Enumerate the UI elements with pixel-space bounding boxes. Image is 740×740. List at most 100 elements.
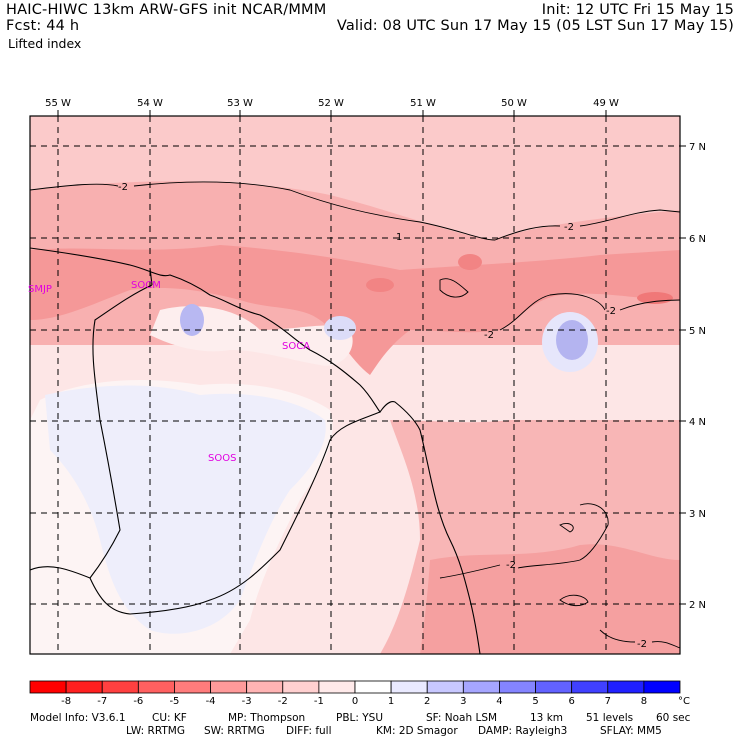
colorbar-swatch: [318, 680, 356, 694]
colorbar-tick-label: 7: [605, 696, 611, 707]
colorbar-swatch: [65, 680, 103, 694]
colorbar-swatch: [101, 680, 139, 694]
lon-label: 54 W: [137, 98, 163, 109]
colorbar-tick-label: 4: [496, 696, 502, 707]
station-socm: SOCM: [131, 280, 161, 291]
latitude-labels: 7 N 6 N 5 N 4 N 3 N 2 N: [689, 142, 706, 611]
colorbar-tick-label: 1: [388, 696, 394, 707]
colorbar-swatch: [390, 680, 428, 694]
colorbar-swatch: [499, 680, 536, 694]
contour-cell: [439, 278, 469, 298]
contour-label: -2: [606, 306, 616, 317]
lon-label: 49 W: [593, 98, 619, 109]
colorbar-swatch: [643, 680, 681, 694]
info-sflay: SFLAY: MM5: [600, 725, 662, 737]
info-pbl: PBL: YSU: [336, 712, 384, 724]
blue-spot-center: [324, 316, 356, 340]
colorbar-swatch: [607, 680, 645, 694]
blue-spot-east-inner: [556, 320, 588, 360]
colorbar-swatch: [426, 680, 464, 694]
init-time: Init: 12 UTC Fri 15 May 15: [541, 2, 734, 18]
southeast-red-area: [420, 544, 680, 654]
colorbar-swatch: [535, 680, 573, 694]
colorbar-tick-label: 5: [532, 696, 538, 707]
contour-label: -2: [506, 560, 516, 571]
colorbar-tick-label: 3: [460, 696, 466, 707]
colorbar: -8 -7 -6 -5 -4 -3 -2 -1 0 1 2 3 4 5 6 7 8 °C: [29, 680, 690, 707]
contour-label: -2: [484, 330, 494, 341]
strong-red-band: [30, 245, 680, 375]
blue-spot-west: [180, 304, 204, 336]
info-sf: SF: Noah LSM: [426, 712, 498, 724]
colorbar-swatch: [210, 680, 248, 694]
contour-cell: [559, 522, 574, 533]
colorbar-swatch: [462, 680, 500, 694]
contour-line-south: [439, 503, 609, 579]
contour-label: -2: [564, 222, 574, 233]
colorbar-tick-label: -2: [278, 696, 288, 707]
colorbar-tick-label: 2: [424, 696, 430, 707]
info-levels: 51 levels: [586, 712, 634, 724]
colorbar-tick-label: -4: [206, 696, 216, 707]
station-soos: SOOS: [208, 453, 236, 464]
graticule: [30, 116, 680, 654]
info-diff: DIFF: full: [286, 725, 332, 737]
valid-time: Valid: 08 UTC Sun 17 May 15 (05 LST Sun …: [336, 18, 734, 34]
info-res: 13 km: [530, 712, 564, 724]
interior-blue-area: [45, 385, 326, 634]
lon-label: 53 W: [227, 98, 253, 109]
border-line-west: [30, 566, 91, 579]
red-cell: [458, 254, 482, 270]
station-soca: SOCA: [282, 341, 310, 352]
lat-label: 6 N: [689, 234, 706, 245]
lon-label: 55 W: [45, 98, 71, 109]
contours: [30, 181, 680, 649]
shaded-field: [30, 116, 680, 654]
lat-label: 3 N: [689, 509, 706, 520]
contour-label: 1: [396, 232, 402, 243]
info-cu: CU: KF: [152, 712, 187, 724]
info-lw: LW: RRTMG: [126, 725, 185, 737]
field-name: Lifted index: [8, 36, 82, 51]
map-frame: [29, 115, 681, 655]
station-smjp: SMJP: [28, 284, 52, 295]
colorbar-tick-label: -6: [133, 696, 143, 707]
info-damp: DAMP: Rayleigh3: [478, 725, 568, 737]
colorbar-unit: °C: [678, 696, 690, 707]
contour-cell: [559, 594, 589, 607]
contour-line-north: [30, 181, 680, 241]
lat-label: 5 N: [689, 326, 706, 337]
colorbar-tick-label: -7: [97, 696, 107, 707]
axis-ticks: [57, 110, 686, 605]
colorbar-tick-label: -8: [61, 696, 71, 707]
lat-label: 2 N: [689, 600, 706, 611]
contour-label: -2: [118, 182, 128, 193]
longitude-labels: 55 W 54 W 53 W 52 W 51 W 50 W 49 W: [45, 98, 619, 109]
colorbar-swatch: [137, 680, 175, 694]
info-km: KM: 2D Smagor: [376, 725, 458, 737]
colorbar-tick-label: 8: [641, 696, 647, 707]
red-cell: [366, 278, 394, 292]
colorbar-tick-label: 0: [352, 696, 358, 707]
colorbar-swatch: [29, 680, 67, 694]
lat-label: 7 N: [689, 142, 706, 153]
colorbar-swatch: [246, 680, 284, 694]
coastline: [30, 247, 481, 654]
colorbar-swatch: [571, 680, 609, 694]
colorbar-tick-label: -5: [169, 696, 179, 707]
red-cell: [637, 292, 673, 304]
lon-label: 51 W: [410, 98, 436, 109]
station-labels: SMJP SOCM SOCA SOOS: [28, 280, 310, 464]
colorbar-tick-label: 6: [568, 696, 574, 707]
run-title: HAIC-HIWC 13km ARW-GFS init NCAR/MMM: [6, 2, 327, 18]
colorbar-swatch: [354, 680, 392, 694]
contour-line-far-south: [599, 629, 680, 649]
contour-label: -2: [637, 639, 647, 650]
colorbar-tick-label: -3: [242, 696, 252, 707]
info-version: Model Info: V3.6.1: [30, 712, 126, 724]
info-step: 60 sec: [656, 712, 691, 724]
info-sw: SW: RRTMG: [204, 725, 265, 737]
colorbar-swatch: [174, 680, 211, 694]
colorbar-tick-label: -1: [314, 696, 324, 707]
